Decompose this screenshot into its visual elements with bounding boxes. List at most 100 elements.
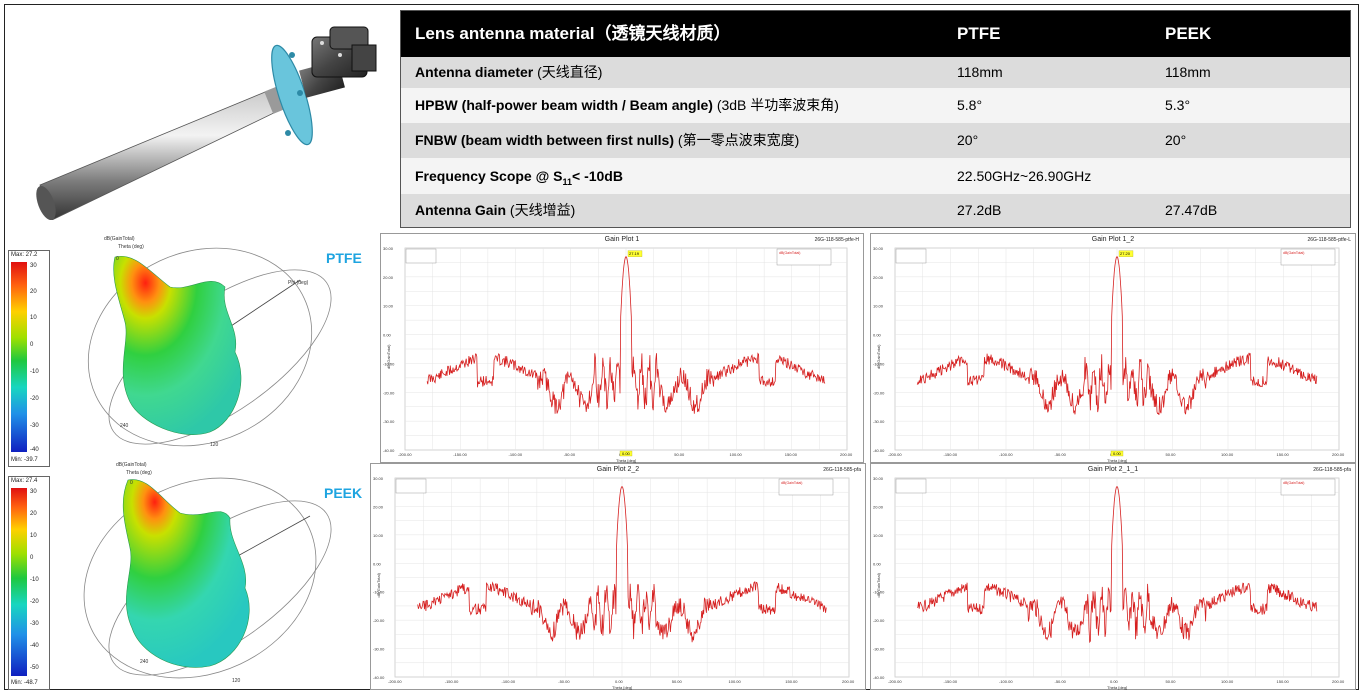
- x-tick-label: -50.00: [1055, 452, 1067, 457]
- x-tick-label: -50.00: [1055, 679, 1067, 684]
- x-tick-label: 50.00: [1166, 452, 1177, 457]
- cell-ptfe: 118mm: [957, 64, 1003, 80]
- gain-curve-area: -200.00 -150.00 -100.00 -50.00 0.00 50.00 100.…: [873, 246, 1345, 463]
- y-axis-label: dB(GainTotal): [386, 344, 391, 369]
- horn-antenna-illustration: [36, 26, 377, 220]
- scale-tick: -30: [30, 621, 39, 627]
- y-axis-label: dB(GainTotal): [376, 572, 381, 597]
- gain-curve-area: -200.00 -150.00 -100.00 -50.00 0.00 50.00 100.…: [383, 246, 853, 463]
- scale-tick: 20: [30, 511, 37, 517]
- y-tick-label: 20.00: [873, 504, 884, 509]
- y-tick-label: -40.00: [873, 448, 885, 453]
- x-axis-label: Theta [deg]: [616, 458, 636, 463]
- spec-row-fnbw: FNBW (beam width between first nulls) (第…: [401, 123, 1350, 158]
- y-tick-label: 0.00: [373, 561, 382, 566]
- cell-ptfe: 20°: [957, 132, 979, 148]
- x-tick-label: 150.00: [1277, 679, 1290, 684]
- x-marker-label: 0.00: [1113, 451, 1122, 456]
- y-tick-label: -20.00: [373, 618, 385, 623]
- scale-tick: 0: [30, 555, 34, 561]
- x-tick-label: 100.00: [1221, 679, 1234, 684]
- plot-tag: 26G-118-585-pfa: [1313, 467, 1351, 473]
- gain-curve-area: -200.00 -150.00 -100.00 -50.00 0.00 50.00 100.…: [873, 476, 1345, 690]
- pattern-theta-label: Theta (deg): [118, 244, 144, 250]
- x-tick-label: 150.00: [785, 679, 798, 684]
- x-tick-label: 0.00: [1110, 679, 1119, 684]
- row-label-tail: < -10dB: [572, 168, 623, 184]
- x-marker-label: 0.00: [622, 451, 631, 456]
- y-tick-label: 10.00: [373, 533, 384, 538]
- pattern-r1: 240: [140, 659, 149, 665]
- x-tick-label: 200.00: [842, 679, 855, 684]
- cell-ptfe: 27.2dB: [957, 202, 1002, 218]
- x-tick-label: 100.00: [729, 679, 742, 684]
- gain-plot-1: Gain Plot 1 26G-118-585-ptfe-H -200.00 -1…: [380, 233, 864, 463]
- scale-tick: -10: [30, 577, 39, 583]
- row-label-cn: (天线直径): [537, 64, 603, 80]
- y-tick-label: 10.00: [383, 304, 394, 309]
- plot-tag: 26G-118-585-pfa: [823, 467, 861, 473]
- x-tick-label: 50.00: [1166, 679, 1177, 684]
- spec-row-gain: Antenna Gain (天线增益) 27.2dB 27.47dB: [401, 194, 1350, 227]
- gain-plot-1-2: Gain Plot 1_2 26G-118-585-ptfe-L -200.00…: [870, 233, 1356, 463]
- x-tick-label: -200.00: [398, 452, 412, 457]
- header-peek: PEEK: [1165, 24, 1212, 43]
- y-tick-label: 30.00: [383, 246, 394, 251]
- peak-marker-label: 27.19: [629, 251, 640, 256]
- header-material: Lens antenna material（透镜天线材质）: [415, 24, 731, 43]
- scale-tick: -40: [30, 447, 39, 453]
- x-tick-label: 150.00: [785, 452, 798, 457]
- spec-table: Lens antenna material（透镜天线材质） PTFE PEEK …: [400, 10, 1351, 228]
- legend-entry: dB(GainTotal): [781, 481, 802, 485]
- x-tick-label: 200.00: [1332, 679, 1345, 684]
- plot-tag: 26G-118-585-ptfe-H: [814, 237, 859, 243]
- plot-title: Gain Plot 1: [604, 236, 640, 243]
- scale-tick: -30: [30, 423, 39, 429]
- x-tick-label: 100.00: [1221, 452, 1234, 457]
- y-tick-label: -40.00: [383, 448, 395, 453]
- scale-min: Min: -48.7: [11, 680, 38, 686]
- row-label: FNBW (beam width between first nulls): [415, 132, 675, 148]
- x-tick-label: -200.00: [888, 679, 902, 684]
- legend-entry: dB(GainTotal): [1283, 481, 1304, 485]
- x-tick-label: -50.00: [558, 679, 570, 684]
- gain-plot-2-2: Gain Plot 2_2 26G-118-585-pfa -200.00 -15…: [370, 463, 866, 690]
- y-tick-label: 30.00: [873, 246, 884, 251]
- y-tick-label: 20.00: [373, 504, 384, 509]
- peek-label: PEEK: [324, 485, 363, 501]
- cell-peek: 5.3°: [1165, 97, 1191, 113]
- ptfe-label: PTFE: [326, 250, 362, 266]
- header-ptfe: PTFE: [957, 24, 1001, 43]
- x-axis-label: Theta [deg]: [1107, 685, 1127, 690]
- scale-tick: 30: [30, 263, 37, 269]
- scale-tick: 30: [30, 489, 37, 495]
- y-tick-label: -40.00: [873, 675, 885, 680]
- x-tick-label: -150.00: [944, 452, 958, 457]
- pattern-r1: 240: [120, 423, 129, 429]
- pattern-axis-title: dB(GainTotal): [104, 236, 135, 242]
- x-tick-label: -150.00: [445, 679, 459, 684]
- x-tick-label: -150.00: [944, 679, 958, 684]
- scale-tick: -20: [30, 599, 39, 605]
- y-tick-label: 0.00: [383, 333, 392, 338]
- x-tick-label: 50.00: [672, 679, 683, 684]
- scale-tick: -20: [30, 396, 39, 402]
- peek-color-scale: Max: 27.4 30 20 10 0 -10 -20 -30 -40 -50…: [8, 476, 50, 690]
- y-tick-label: 10.00: [873, 533, 884, 538]
- y-tick-label: 20.00: [873, 275, 884, 280]
- scale-tick: -40: [30, 643, 39, 649]
- pattern-axis-title: dB(GainTotal): [116, 462, 147, 468]
- cell-peek: 20°: [1165, 132, 1187, 148]
- y-tick-label: -10.00: [873, 590, 885, 595]
- pattern-r0: 0: [130, 480, 133, 486]
- row-label-sub: 11: [562, 176, 572, 187]
- x-tick-label: 50.00: [674, 452, 685, 457]
- ptfe-3d-pattern: dB(GainTotal) Theta (deg) Phi (deg) 0 24…: [87, 236, 332, 448]
- scale-tick: 10: [30, 533, 37, 539]
- gain-curve: [916, 485, 1318, 644]
- row-label: Frequency Scope @ S: [415, 168, 563, 184]
- scale-gradient: [11, 488, 27, 676]
- y-tick-label: 0.00: [873, 561, 882, 566]
- spec-row-hpbw: HPBW (half-power beam width / Beam angle…: [401, 88, 1350, 123]
- spec-header-row: Lens antenna material（透镜天线材质） PTFE PEEK: [401, 11, 1350, 57]
